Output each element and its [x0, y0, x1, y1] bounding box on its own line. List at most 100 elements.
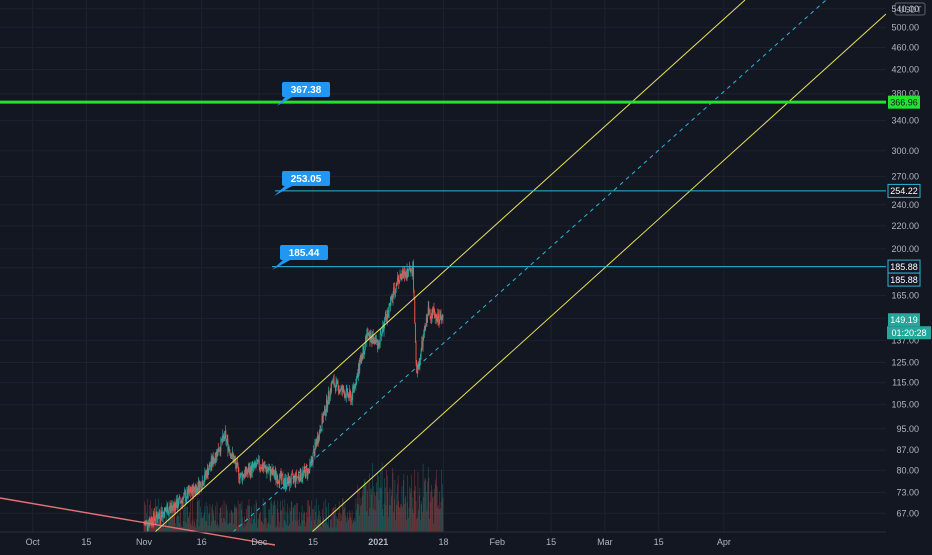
volume-bar: [203, 512, 205, 532]
candle-body: [310, 459, 312, 462]
volume-bar: [377, 471, 378, 532]
candle-body: [254, 462, 256, 466]
volume-bar: [231, 509, 233, 532]
price-tag-label: 185.88: [890, 275, 918, 285]
volume-bar: [315, 511, 316, 532]
volume-bar: [154, 524, 156, 532]
currency-badge[interactable]: [894, 2, 926, 16]
volume-bar: [167, 525, 169, 532]
candle-body: [214, 458, 216, 462]
volume-bar: [201, 512, 202, 532]
volume-bar: [177, 516, 179, 532]
channel-lower-line[interactable]: [311, 13, 887, 533]
price-tick-label: 240.00: [891, 200, 919, 210]
volume-bar: [246, 522, 248, 532]
volume-bar: [424, 481, 425, 532]
candle-body: [400, 273, 402, 278]
volume-bar: [367, 481, 369, 532]
candle-body: [290, 474, 292, 484]
volume-bar: [379, 487, 380, 532]
volume-bar: [374, 492, 375, 532]
volume-bar: [174, 498, 176, 532]
candle-body: [381, 331, 383, 336]
candle-body: [439, 314, 441, 316]
candle-body: [354, 384, 356, 389]
candle-body: [215, 457, 217, 462]
price-tag[interactable]: [887, 183, 921, 198]
candle-body: [440, 314, 442, 320]
volume-bar: [418, 509, 419, 532]
channel-upper-line[interactable]: [154, 0, 746, 533]
volume-bar: [273, 505, 274, 532]
candle-body: [386, 318, 388, 322]
price-tag[interactable]: [888, 95, 920, 109]
candle-body: [201, 488, 203, 490]
volume-bar: [195, 527, 197, 532]
volume-bar: [248, 506, 249, 532]
volume-bar: [228, 523, 229, 532]
candle-body: [191, 486, 193, 493]
time-axis[interactable]: Oct 15 Nov 16 Dec 15 2021 18 Feb 15 Mar 15 Apr: [0, 531, 886, 547]
price-callout[interactable]: 253.05: [274, 171, 330, 196]
candle-body: [324, 406, 325, 412]
volume-bar: [317, 515, 319, 532]
candle-body: [360, 355, 362, 363]
candle-body: [411, 269, 413, 271]
volume-bar: [331, 507, 333, 532]
volume-bar: [165, 505, 167, 532]
candle-body: [390, 296, 392, 302]
candle-body: [314, 442, 316, 456]
volume-bar: [145, 504, 146, 532]
candle-body: [344, 394, 346, 398]
volume-bar: [168, 509, 169, 532]
candle-body: [320, 430, 322, 431]
candle-body: [297, 475, 299, 477]
volume-bar: [194, 525, 196, 532]
drawings[interactable]: 367.38 253.05 185.44: [0, 0, 887, 546]
candle-body: [231, 456, 233, 459]
candle-body: [323, 411, 325, 416]
price-tag[interactable]: [888, 313, 920, 327]
price-tag[interactable]: [887, 272, 921, 287]
volume-bar: [403, 474, 405, 532]
price-callout[interactable]: 367.38: [277, 82, 330, 106]
candle-body: [175, 502, 177, 508]
price-callout[interactable]: 185.44: [272, 245, 328, 270]
candle-body: [356, 376, 357, 385]
volume-bar: [385, 487, 386, 532]
volume-bar: [390, 505, 391, 532]
volume-bar: [342, 498, 343, 532]
candle-body: [439, 314, 441, 324]
price-tick-label: 80.00: [896, 465, 919, 475]
volume-bar: [370, 494, 372, 532]
volume-bar: [387, 491, 389, 532]
candle-body: [248, 467, 250, 474]
volume-bar: [200, 506, 201, 532]
volume-bar: [221, 518, 222, 532]
candle-body: [190, 491, 192, 494]
descending-trendline[interactable]: [0, 497, 276, 546]
volume-bar: [283, 507, 284, 532]
candle-body: [186, 490, 188, 499]
volume-bar: [361, 490, 363, 532]
volume-bar: [270, 501, 272, 532]
candle-body: [240, 473, 242, 475]
volume-bar: [262, 522, 263, 532]
price-tag[interactable]: [887, 326, 931, 340]
candle-body: [291, 473, 293, 475]
volume-bar: [411, 474, 412, 532]
volume-bar: [198, 526, 200, 532]
candle-body: [226, 440, 228, 442]
candle-body: [155, 511, 157, 520]
candle-body: [327, 391, 329, 405]
candle-body: [309, 462, 311, 471]
price-axis[interactable]: USDT 540.00 500.00 460.00 420.00 380.00 340.0…: [886, 0, 932, 532]
volume-bar: [307, 516, 309, 532]
candle-body: [420, 349, 422, 355]
volume-bar: [306, 500, 308, 532]
volume-bar: [241, 500, 243, 532]
candle-body: [229, 449, 231, 455]
volume-bar: [411, 509, 413, 532]
